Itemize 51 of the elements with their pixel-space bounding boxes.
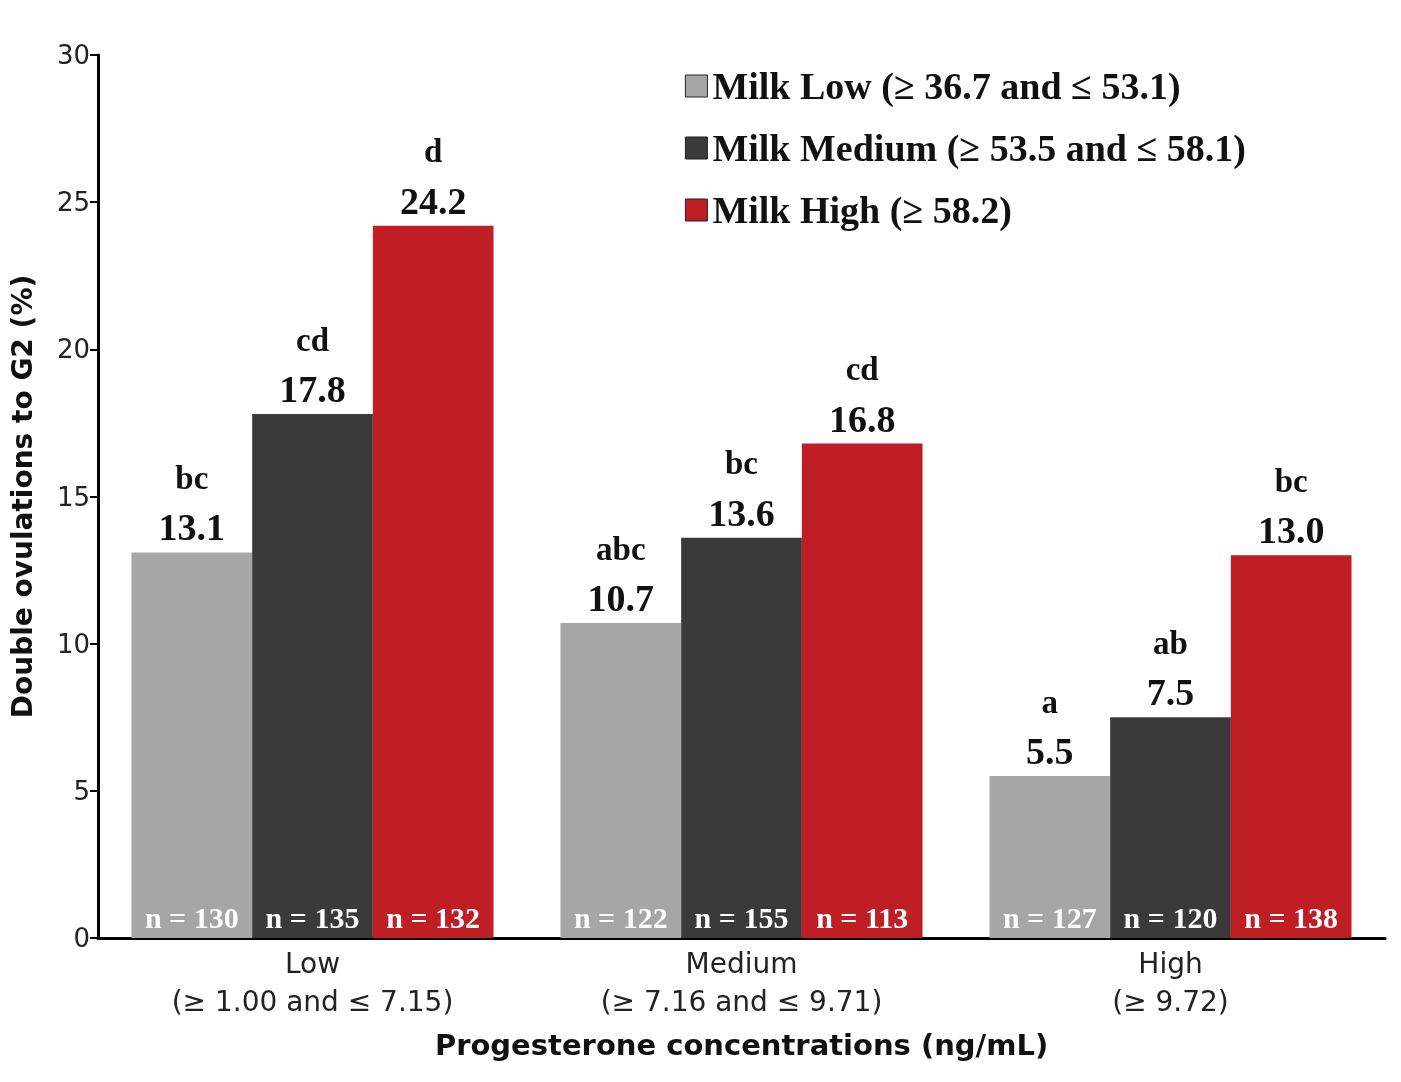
annotation: ab [1153, 624, 1188, 661]
data-label: 13.1 [158, 506, 226, 549]
y-tick-label: 15 [56, 481, 90, 512]
legend-label: Milk Medium (≥ 53.5 and ≤ 58.1) [712, 127, 1247, 170]
x-axis-title: Progesterone concentrations (ng/mL) [434, 1027, 1049, 1062]
annotation: n = 138 [1244, 900, 1339, 934]
data-label: 7.5 [1146, 671, 1195, 714]
bar [681, 537, 802, 938]
y-tick-label: 10 [56, 628, 90, 659]
bar [801, 443, 923, 938]
data-label: 17.8 [279, 368, 346, 411]
annotation: n = 155 [694, 900, 789, 934]
bar [1230, 555, 1352, 938]
data-label: 24.2 [399, 179, 467, 222]
annotation: n = 132 [386, 900, 481, 934]
annotation: n = 130 [144, 900, 239, 934]
annotation: cd [296, 321, 329, 358]
annotation: bc [1274, 462, 1308, 499]
bar [989, 776, 1111, 938]
y-tick-label: 25 [56, 187, 90, 218]
annotation: n = 122 [573, 900, 668, 934]
annotation: n = 135 [265, 900, 360, 934]
annotation: abc [596, 530, 646, 567]
legend-label: Milk Low (≥ 36.7 and ≤ 53.1) [712, 65, 1181, 108]
annotation: n = 120 [1123, 900, 1218, 934]
annotation: cd [845, 351, 879, 388]
annotation: a [1041, 683, 1059, 720]
annotation: n = 127 [1002, 900, 1097, 934]
bar [1110, 717, 1231, 938]
data-label: 13.0 [1257, 509, 1325, 552]
annotation: n = 113 [816, 900, 909, 934]
data-label: 13.6 [708, 491, 775, 534]
y-tick-label: 20 [56, 334, 90, 365]
y-axis-title: Double ovulations to G2 (%) [5, 274, 39, 719]
y-tick-label: 0 [73, 923, 90, 953]
annotation: bc [725, 445, 758, 482]
annotation: d [424, 133, 443, 170]
annotation: bc [175, 459, 209, 496]
data-label: 16.8 [828, 397, 896, 440]
x-tick-label: Low (≥ 1.00 and ≤ 7.15) [171, 946, 454, 1018]
bar [560, 623, 682, 938]
data-label: 5.5 [1026, 730, 1074, 773]
x-tick-label: Medium (≥ 7.16 and ≤ 9.71) [600, 946, 883, 1018]
data-label: 10.7 [587, 577, 655, 620]
legend-label: Milk High (≥ 58.2) [712, 189, 1012, 232]
x-tick-label: High (≥ 9.72) [1112, 946, 1229, 1018]
y-tick-label: 30 [56, 40, 90, 70]
bar [131, 552, 253, 938]
y-tick-label: 5 [73, 775, 90, 806]
bar [372, 225, 494, 938]
bar [252, 414, 373, 938]
